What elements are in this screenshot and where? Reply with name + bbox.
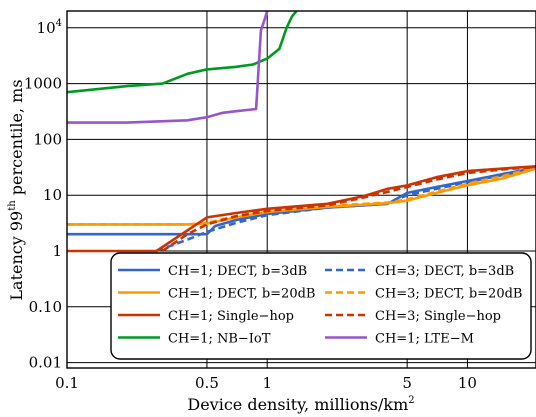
x-tick-label: 0.5 — [195, 374, 219, 392]
series-line — [67, 11, 269, 124]
y-tick-label: 1 — [52, 242, 62, 260]
y-tick-labels: 0.01 0.10 1 10 100 1000 104 — [24, 18, 62, 372]
y-axis-label: Latency 99th percentile, ms — [7, 79, 26, 300]
series-line — [67, 11, 298, 94]
series-line — [67, 166, 536, 226]
x-tick-label: 10 — [458, 374, 477, 392]
x-tick-labels: 0.1 0.5 1 5 10 — [55, 374, 477, 392]
legend-label: CH=1; Single−hop — [168, 309, 294, 324]
series-group — [67, 11, 536, 253]
series-line — [161, 165, 536, 253]
y-tick-label: 104 — [37, 18, 62, 37]
legend-label: CH=1; NB−IoT — [168, 332, 271, 347]
legend-label: CH=3; Single−hop — [375, 309, 501, 324]
legend: CH=1; DECT, b=3dB CH=3; DECT, b=3dB CH=1; … — [110, 252, 532, 360]
legend-label: CH=1; LTE−M — [375, 332, 474, 347]
legend-label: CH=3; DECT, b=3dB — [375, 264, 514, 279]
y-tick-label: 100 — [33, 130, 62, 148]
y-tick-label: 0.10 — [29, 298, 62, 316]
y-tick-label: 10 — [43, 186, 62, 204]
y-tick-label: 0.01 — [29, 354, 62, 372]
y-tick-label: 1000 — [24, 75, 62, 93]
legend-label: CH=1; DECT, b=3dB — [168, 264, 307, 279]
x-axis-label: Device density, millions/km2 — [187, 395, 414, 414]
x-tick-label: 5 — [402, 374, 412, 392]
x-tick-label: 0.1 — [55, 374, 79, 392]
legend-entries: CH=1; DECT, b=3dB CH=3; DECT, b=3dB CH=1; … — [118, 264, 522, 347]
x-tick-label: 1 — [262, 374, 272, 392]
legend-label: CH=3; DECT, b=20dB — [375, 287, 522, 302]
series-line — [156, 167, 536, 253]
legend-box — [110, 252, 532, 360]
plot-frame — [66, 10, 536, 369]
legend-label: CH=1; DECT, b=20dB — [168, 287, 315, 302]
